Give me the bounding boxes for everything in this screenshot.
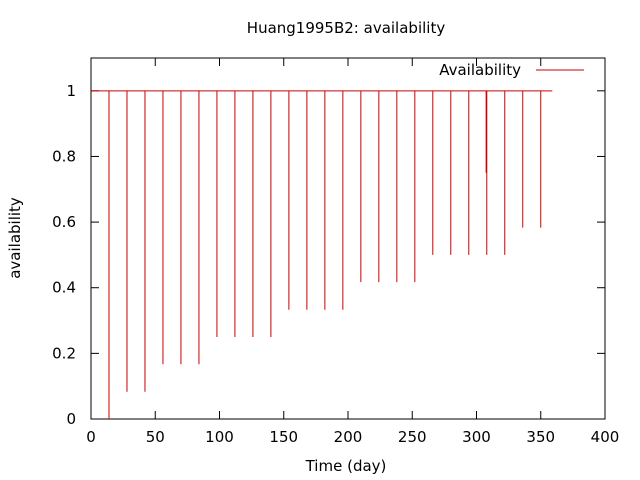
y-tick-label: 0.8	[52, 147, 76, 165]
x-tick-label: 100	[205, 428, 234, 446]
y-axis-ticks: 0 0.2 0.4 0.6 0.8 1	[52, 82, 605, 428]
legend: Availability	[439, 61, 584, 79]
x-tick-label: 400	[591, 428, 620, 446]
y-tick-label: 0.2	[52, 344, 76, 362]
x-tick-label: 250	[398, 428, 427, 446]
x-tick-label: 150	[269, 428, 298, 446]
y-axis-label: availability	[6, 197, 24, 279]
y-tick-label: 0.6	[52, 213, 76, 231]
chart-title: Huang1995B2: availability	[247, 19, 446, 37]
y-tick-label: 0.4	[52, 279, 76, 297]
y-tick-label: 1	[66, 82, 76, 100]
plot-frame	[90, 57, 606, 420]
y-tick-label: 0	[66, 410, 76, 428]
x-tick-label: 0	[86, 428, 96, 446]
x-axis-ticks: 0 50 100 150 200 250 300 350 400	[86, 58, 619, 446]
legend-label-availability: Availability	[439, 61, 521, 79]
x-tick-label: 200	[334, 428, 363, 446]
x-tick-label: 50	[146, 428, 165, 446]
x-axis-label: Time (day)	[305, 457, 387, 475]
x-tick-label: 350	[526, 428, 555, 446]
series-availability	[91, 90, 553, 419]
x-tick-label: 300	[462, 428, 491, 446]
